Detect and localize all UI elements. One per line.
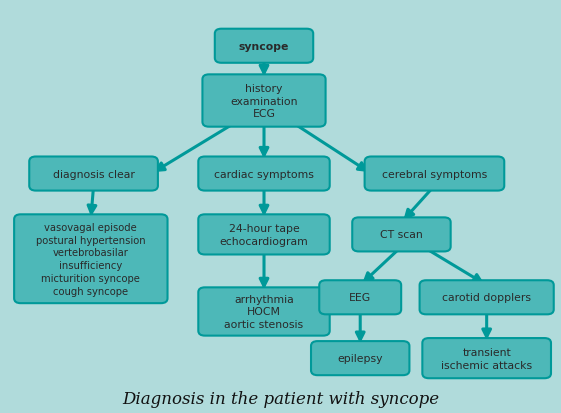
Text: history
examination
ECG: history examination ECG (230, 83, 298, 119)
FancyBboxPatch shape (14, 215, 168, 304)
Text: syncope: syncope (239, 42, 289, 52)
FancyBboxPatch shape (203, 75, 325, 127)
FancyBboxPatch shape (215, 30, 313, 64)
FancyBboxPatch shape (420, 280, 554, 315)
FancyBboxPatch shape (198, 157, 330, 191)
Text: 24-hour tape
echocardiogram: 24-hour tape echocardiogram (220, 223, 309, 246)
FancyBboxPatch shape (311, 341, 410, 375)
FancyBboxPatch shape (198, 287, 330, 336)
Text: cardiac symptoms: cardiac symptoms (214, 169, 314, 179)
Text: carotid dopplers: carotid dopplers (442, 292, 531, 303)
Text: cerebral symptoms: cerebral symptoms (382, 169, 487, 179)
Text: EEG: EEG (349, 292, 371, 303)
Text: CT scan: CT scan (380, 230, 423, 240)
Text: Diagnosis in the patient with syncope: Diagnosis in the patient with syncope (122, 390, 439, 407)
Text: diagnosis clear: diagnosis clear (53, 169, 135, 179)
Text: arrhythmia
HOCM
aortic stenosis: arrhythmia HOCM aortic stenosis (224, 294, 304, 330)
FancyBboxPatch shape (29, 157, 158, 191)
FancyBboxPatch shape (365, 157, 504, 191)
Text: transient
ischemic attacks: transient ischemic attacks (441, 347, 532, 370)
Text: epilepsy: epilepsy (338, 353, 383, 363)
FancyBboxPatch shape (422, 338, 551, 378)
FancyBboxPatch shape (352, 218, 450, 252)
FancyBboxPatch shape (198, 215, 330, 255)
Text: vasovagal episode
postural hypertension
vertebrobasilar
insufficiency
micturitio: vasovagal episode postural hypertension … (36, 222, 146, 296)
FancyBboxPatch shape (319, 280, 401, 315)
